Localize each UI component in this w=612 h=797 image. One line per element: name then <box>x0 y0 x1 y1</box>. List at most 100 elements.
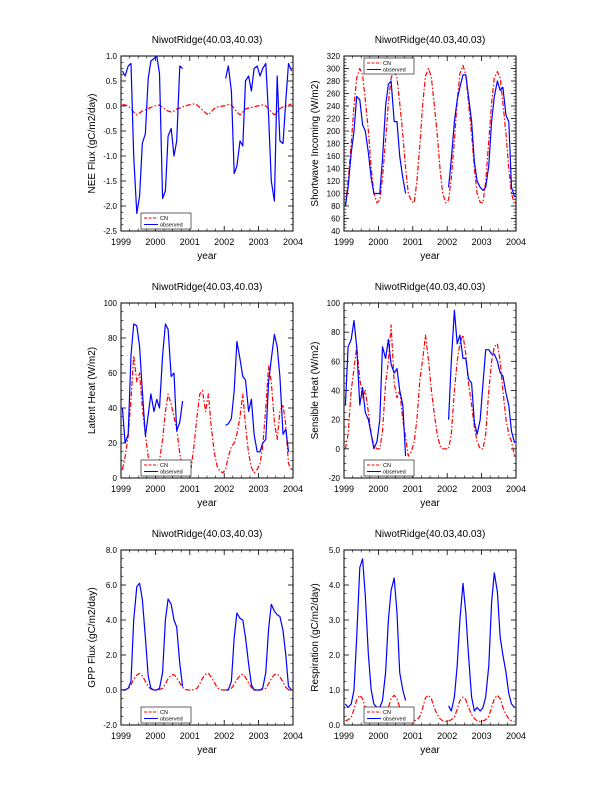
y-tick-label: 160 <box>327 152 341 161</box>
y-tick-label: 80 <box>331 202 340 211</box>
x-tick-label: 2003 <box>249 237 269 247</box>
chart-panel-1: 1999 2000 2001 2002 2003 2004 -2.5 -2.0 -1.5 -1.0… <box>87 35 303 262</box>
x-tick-label: 2002 <box>437 237 457 247</box>
y-tick-label: 240 <box>327 102 341 111</box>
y-tick-label: 8.0 <box>106 546 118 555</box>
chart-title: NiwotRidge(40.03,40.03) <box>375 282 486 293</box>
x-tick-label: 2000 <box>368 731 388 741</box>
y-axis-label: Shortwave Incoming (W/m2) <box>310 80 321 206</box>
y-tick-label: 140 <box>327 165 341 174</box>
legend-label-observed: observed <box>160 717 183 723</box>
y-tick-label: 80 <box>108 334 117 343</box>
legend-label-observed: observed <box>160 223 183 229</box>
x-tick-label: 2002 <box>437 731 457 741</box>
y-tick-label: 40 <box>331 387 340 396</box>
y-tick-label: 200 <box>327 127 341 136</box>
x-tick-label: 2002 <box>214 731 234 741</box>
x-axis-label: year <box>420 498 440 509</box>
legend-label-observed: observed <box>383 68 406 74</box>
legend-label-cn: CN <box>383 710 391 716</box>
legend-label-cn: CN <box>160 710 168 716</box>
series-line-observed <box>344 74 516 207</box>
x-axis-label: year <box>197 498 217 509</box>
series-line-cn <box>344 324 516 457</box>
x-tick-label: 2001 <box>180 731 200 741</box>
y-tick-label: -2.0 <box>103 721 117 730</box>
y-axis-label: Latent Heat (W/m2) <box>87 347 98 434</box>
y-tick-label: 4.0 <box>329 581 341 590</box>
x-tick-label: 2003 <box>249 731 269 741</box>
y-tick-label: 0 <box>336 445 341 454</box>
x-tick-label: 2002 <box>437 484 457 494</box>
chart-panel-2: 1999 2000 2001 2002 2003 2004 40 60 80 100 120 140 1… <box>310 35 526 262</box>
x-tick-label: 1999 <box>111 484 131 494</box>
x-tick-label: 2000 <box>145 484 165 494</box>
y-tick-label: 0.0 <box>106 686 118 695</box>
y-tick-label: 20 <box>331 416 340 425</box>
chart-title: NiwotRidge(40.03,40.03) <box>375 35 486 46</box>
legend-label-observed: observed <box>383 717 406 723</box>
legend-label-cn: CN <box>383 463 391 469</box>
legend-label-cn: CN <box>383 61 391 67</box>
y-tick-label: 220 <box>327 115 341 124</box>
x-tick-label: 2001 <box>403 484 423 494</box>
x-tick-label: 1999 <box>334 484 354 494</box>
y-tick-label: -2.5 <box>103 227 117 236</box>
x-tick-label: 2002 <box>214 237 234 247</box>
legend-label-cn: CN <box>160 463 168 469</box>
y-axis-label: GPP Flux (gC/m2/day) <box>87 587 98 687</box>
x-tick-label: 2001 <box>403 237 423 247</box>
y-tick-label: 0.0 <box>329 721 341 730</box>
x-tick-label: 2000 <box>368 484 388 494</box>
plot-frame <box>343 302 517 479</box>
y-tick-label: 60 <box>108 369 117 378</box>
x-tick-label: 2004 <box>283 731 303 741</box>
y-tick-label: 1.0 <box>329 686 341 695</box>
x-tick-label: 2004 <box>506 237 526 247</box>
x-tick-label: 2004 <box>283 484 303 494</box>
series-line-observed <box>121 323 290 453</box>
series-line-cn <box>122 103 292 116</box>
x-tick-label: 2000 <box>145 237 165 247</box>
x-axis-label: year <box>420 251 440 262</box>
x-axis-label: year <box>197 251 217 262</box>
y-tick-label: 0.5 <box>106 77 118 86</box>
series-line-cn <box>344 64 516 207</box>
x-tick-label: 2002 <box>214 484 234 494</box>
x-axis-label: year <box>420 745 440 756</box>
y-tick-label: -20 <box>328 474 340 483</box>
series-line-observed <box>344 309 516 457</box>
y-tick-label: 0 <box>113 474 118 483</box>
series-line-observed <box>121 55 293 215</box>
x-tick-label: 1999 <box>334 731 354 741</box>
chart-title: NiwotRidge(40.03,40.03) <box>152 35 263 46</box>
y-tick-label: 1.0 <box>106 52 118 61</box>
y-tick-label: 0.0 <box>106 102 118 111</box>
x-axis-label: year <box>197 745 217 756</box>
y-tick-label: -1.0 <box>103 152 117 161</box>
y-tick-label: -0.5 <box>103 127 117 136</box>
y-tick-label: 5.0 <box>329 546 341 555</box>
chart-panel-4: 1999 2000 2001 2002 2003 2004 -20 0 20 40 60 80 100 N… <box>310 282 526 509</box>
y-tick-label: 100 <box>327 190 341 199</box>
x-tick-label: 1999 <box>334 237 354 247</box>
plot-frame <box>120 549 294 726</box>
x-tick-label: 2000 <box>368 237 388 247</box>
x-tick-label: 2004 <box>283 237 303 247</box>
chart-panel-5: 1999 2000 2001 2002 2003 2004 -2.0 0.0 2.0 4.0 6.0… <box>87 529 303 756</box>
y-tick-label: 3.0 <box>329 616 341 625</box>
y-tick-label: 80 <box>331 328 340 337</box>
y-tick-label: 280 <box>327 77 341 86</box>
y-tick-label: 180 <box>327 140 341 149</box>
x-tick-label: 2001 <box>180 237 200 247</box>
y-tick-label: 320 <box>327 52 341 61</box>
y-tick-label: 60 <box>331 357 340 366</box>
x-tick-label: 2003 <box>472 484 492 494</box>
